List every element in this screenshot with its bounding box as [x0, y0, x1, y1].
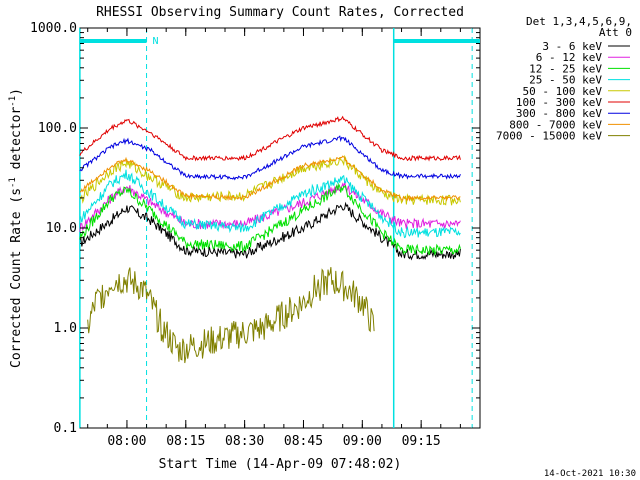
- y-tick-label: 100.0: [38, 121, 77, 136]
- legend-header: Det 1,3,4,5,6,9,: [526, 15, 632, 28]
- y-tick-label: 1000.0: [30, 21, 77, 36]
- legend-header: Att 0: [599, 26, 632, 39]
- legend-label: 7000 - 15000 keV: [496, 130, 602, 143]
- legend-label: 6 - 12 keV: [536, 51, 603, 64]
- x-tick-label: 08:15: [166, 434, 205, 449]
- annotation-layer: N: [79, 28, 480, 428]
- y-axis-label-mid: detector: [9, 107, 24, 178]
- series-line: [79, 154, 461, 206]
- legend-label: 12 - 25 keV: [529, 62, 602, 75]
- y-axis-label-sup2: -1: [8, 96, 18, 107]
- series-line: [79, 169, 461, 239]
- chart-title: RHESSI Observing Summary Count Rates, Co…: [96, 5, 464, 20]
- series-line: [79, 182, 461, 257]
- y-axis-label-sup1: -1: [8, 177, 18, 188]
- y-tick-label: 10.0: [46, 221, 77, 236]
- x-tick-label: 08:30: [225, 434, 264, 449]
- x-tick-label: 09:00: [343, 434, 382, 449]
- y-tick-label: 1.0: [54, 321, 77, 336]
- legend-label: 100 - 300 keV: [516, 96, 602, 109]
- series-line: [87, 267, 375, 364]
- series-line: [79, 201, 461, 261]
- flag-label: N: [153, 36, 159, 47]
- y-axis-label-end: ): [9, 88, 24, 96]
- plot-frame: [79, 27, 481, 429]
- y-axis: 0.1 1.0 10.0 100.0 1000.0: [30, 21, 480, 436]
- y-axis-label-start: Corrected Count Rate (s: [9, 188, 24, 368]
- series-line: [79, 135, 461, 181]
- x-axis: 08:00 08:15 08:30 08:45 09:00 09:15: [87, 28, 481, 449]
- series-line: [79, 181, 461, 232]
- legend-label: 50 - 100 keV: [523, 85, 603, 98]
- y-tick-label: 0.1: [54, 421, 77, 436]
- y-axis-label: Corrected Count Rate (s-1 detector-1): [8, 88, 24, 368]
- legend-label: 3 - 6 keV: [542, 40, 602, 53]
- series-line: [79, 115, 461, 162]
- x-tick-label: 09:15: [402, 434, 441, 449]
- x-tick-label: 08:00: [107, 434, 146, 449]
- x-tick-label: 08:45: [284, 434, 323, 449]
- legend-label: 800 - 7000 keV: [509, 118, 602, 131]
- legend-label: 300 - 800 keV: [516, 107, 602, 120]
- series-line: [79, 155, 461, 202]
- x-axis-label: Start Time (14-Apr-09 07:48:02): [159, 457, 402, 472]
- timestamp: 14-Oct-2021 10:30: [544, 469, 636, 479]
- legend-label: 25 - 50 keV: [529, 74, 602, 87]
- series-layer: [79, 115, 461, 364]
